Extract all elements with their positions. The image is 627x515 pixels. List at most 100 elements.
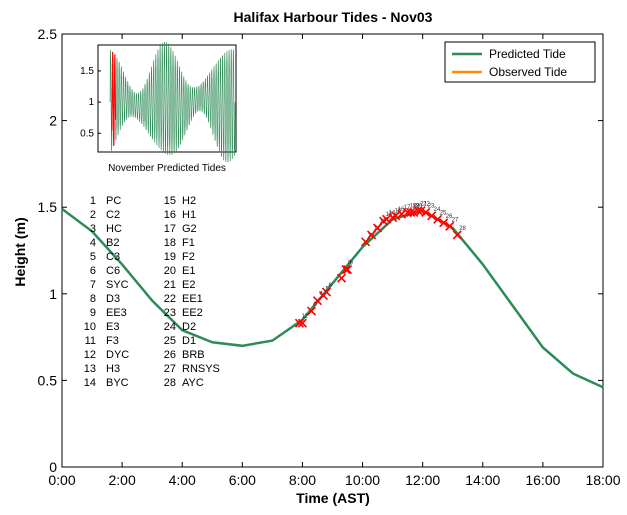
inset-tide-wave (109, 41, 236, 163)
station-code: F2 (182, 251, 195, 263)
station-number: 5 (90, 251, 96, 263)
inset-y-tick-label: 0.5 (80, 128, 94, 139)
station-number: 28 (164, 377, 176, 389)
station-list: 1 PC 2 C2 3 HC 4 B2 5 C3 6 C6 7 SYC 8 D3 9 EE3 10 E3 11 F3 12 D… (84, 195, 220, 389)
station-code: DYC (106, 349, 129, 361)
legend-label-observed: Observed Tide (489, 65, 567, 79)
x-tick-label: 18:00 (585, 472, 620, 488)
marker-stroke (336, 273, 347, 283)
x-tick-label: 6:00 (229, 472, 256, 488)
x-tick-label: 2:00 (108, 472, 135, 488)
observed-tide-point (406, 207, 416, 217)
observed-point-label: 18 (410, 203, 417, 209)
marker-stroke (382, 214, 392, 224)
marker-stroke (406, 207, 416, 217)
inset-y-tick-label: 1.5 (80, 66, 94, 77)
marker-stroke (433, 214, 443, 224)
observed-tide-point (306, 306, 317, 316)
observed-tide-point (413, 206, 423, 216)
observed-point-label: 8 (348, 261, 352, 267)
station-number: 21 (164, 279, 176, 291)
station-code: E2 (182, 279, 195, 291)
station-code: G2 (182, 223, 197, 235)
observed-tide-point (294, 318, 305, 328)
observed-point-label: 20 (416, 203, 423, 209)
observed-point-label: 28 (459, 226, 466, 232)
station-number: 13 (84, 363, 96, 375)
station-code: F3 (106, 335, 119, 347)
observed-tide-point (433, 214, 443, 224)
marker-stroke (439, 218, 449, 228)
station-number: 3 (90, 223, 96, 235)
marker-stroke (306, 306, 317, 316)
station-code: SYC (106, 279, 129, 291)
x-tick-label: 10:00 (345, 472, 380, 488)
observed-point-label: 5 (325, 287, 329, 293)
observed-tide-point (421, 207, 431, 217)
y-tick-label: 1.5 (38, 199, 58, 215)
y-ticks: 0 0.5 1 1.5 2 2.5 (38, 26, 603, 475)
marker-stroke (445, 221, 455, 231)
observed-tide-point (297, 318, 308, 328)
station-number: 22 (164, 293, 176, 305)
station-code: D3 (106, 293, 120, 305)
observed-tide-point (342, 264, 353, 275)
station-code: C2 (106, 209, 120, 221)
marker-stroke (341, 264, 351, 275)
station-code: D1 (182, 335, 196, 347)
observed-tide-point (336, 273, 347, 283)
legend-label-predicted: Predicted Tide (489, 47, 566, 61)
observed-point-label: 1 (301, 314, 305, 320)
station-code: F1 (182, 237, 195, 249)
observed-point-label: 21 (420, 202, 427, 208)
station-code: H3 (106, 363, 120, 375)
marker-stroke (413, 206, 423, 216)
station-code: D2 (182, 321, 196, 333)
station-code: EE3 (106, 307, 127, 319)
x-ticks: 0:00 2:00 4:00 6:00 8:00 10:00 12:00 14:00 16:00… (48, 34, 621, 488)
inset-y-tick-label: 1 (88, 97, 94, 108)
station-number: 17 (164, 223, 176, 235)
station-code: B2 (106, 237, 119, 249)
station-number: 4 (90, 237, 96, 249)
station-number: 19 (164, 251, 176, 263)
station-code: H2 (182, 195, 196, 207)
x-axis-label: Time (AST) (296, 490, 370, 506)
station-number: 25 (164, 335, 176, 347)
station-code: C3 (106, 251, 120, 263)
observed-point-label: 4 (319, 292, 323, 298)
station-number: 8 (90, 293, 96, 305)
station-number: 26 (164, 349, 176, 361)
station-code: AYC (182, 377, 204, 389)
station-code: E3 (106, 321, 119, 333)
x-tick-label: 4:00 (169, 472, 196, 488)
x-tick-label: 0:00 (48, 472, 75, 488)
observed-tide-point (445, 221, 455, 231)
marker-stroke (297, 318, 308, 328)
station-code: HC (106, 223, 122, 235)
x-tick-label: 16:00 (525, 472, 560, 488)
x-tick-label: 14:00 (465, 472, 500, 488)
observed-point-label: 26 (446, 214, 453, 220)
station-code: H1 (182, 209, 196, 221)
station-code: E1 (182, 265, 195, 277)
inset-y-ticks: 1.5 1 0.5 (80, 66, 101, 139)
station-code: RNSYS (182, 363, 220, 375)
y-tick-label: 0 (49, 459, 57, 475)
series-layer: 1234567891011121314151617181920212223242… (61, 202, 604, 389)
observed-tide-point (341, 264, 351, 275)
observed-tide-point (427, 211, 437, 221)
observed-point-label: 6 (328, 283, 332, 289)
station-code: PC (106, 195, 121, 207)
predicted-tide-line (61, 207, 604, 389)
inset-caption: November Predicted Tides (108, 163, 226, 174)
station-number: 9 (90, 307, 96, 319)
observed-point-label: 19 (413, 203, 420, 209)
station-number: 2 (90, 209, 96, 221)
observed-point-label: 22 (423, 202, 430, 208)
observed-point-label: 25 (440, 210, 447, 216)
observed-point-label: 24 (434, 207, 441, 213)
chart-title: Halifax Harbour Tides - Nov03 (234, 9, 433, 25)
legend: Predicted Tide Observed Tide (444, 41, 596, 83)
inset-highlight (111, 51, 117, 146)
